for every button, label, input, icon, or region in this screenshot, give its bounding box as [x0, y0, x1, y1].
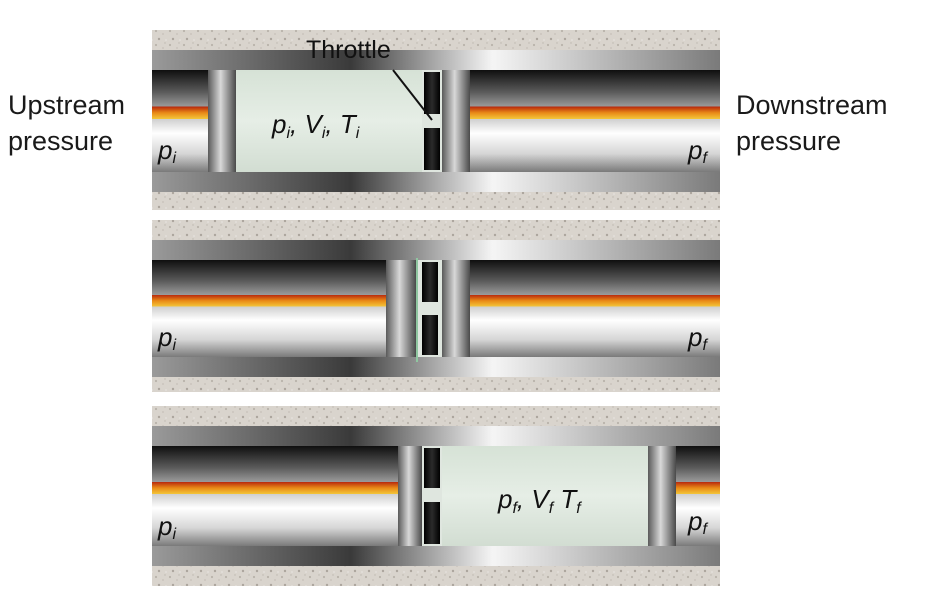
p-i-left-label: pi	[157, 322, 176, 354]
p-i-left-label: pi	[157, 135, 176, 167]
throttle-plate-upper	[424, 448, 440, 488]
throttle-plate-lower	[422, 315, 438, 355]
p-f-right-label: pf	[687, 506, 708, 538]
panel-3: pi pf pf, Vf Tf	[152, 406, 720, 586]
panel-2: pi pf	[152, 220, 720, 392]
upstream-pressure-label: Upstream pressure	[8, 87, 125, 159]
downstream-line-2: pressure	[736, 126, 842, 156]
upstream-line-1: Upstream	[8, 90, 126, 120]
piston-left	[386, 260, 416, 357]
pipe-bottom-wall	[152, 546, 720, 566]
throttle-plate-upper	[422, 262, 438, 302]
pipe-bottom-wall	[152, 172, 720, 192]
p-i-left-label: pi	[157, 511, 176, 543]
throttle-plate-lower	[424, 128, 440, 170]
throttle-pointer	[392, 69, 433, 121]
pipe-top-wall	[152, 50, 720, 70]
downstream-line-1: Downstream	[736, 90, 888, 120]
throttle-label: Throttle	[306, 36, 391, 64]
p-f-right-label: pf	[687, 322, 708, 354]
throttle-plate-upper	[424, 72, 440, 114]
piston-right	[648, 446, 676, 546]
piston-left	[398, 446, 422, 546]
gas-region	[236, 70, 422, 172]
piston-right	[442, 260, 470, 357]
gas-state-initial: pi, Vi, Ti	[271, 109, 360, 142]
p-f-right-label: pf	[687, 135, 708, 167]
pipe-top-wall	[152, 240, 720, 260]
gas-state-final: pf, Vf Tf	[497, 484, 582, 517]
pipe-bottom-wall	[152, 357, 720, 377]
panel-1: pi pf pi, Vi, Ti	[152, 30, 720, 210]
gas-region	[442, 446, 648, 546]
throttle-plate-lower	[424, 502, 440, 544]
piston-left	[208, 70, 236, 172]
upstream-line-2: pressure	[8, 126, 114, 156]
pipe-top-wall	[152, 426, 720, 446]
downstream-pressure-label: Downstream pressure	[736, 87, 888, 159]
piston-right	[442, 70, 470, 172]
